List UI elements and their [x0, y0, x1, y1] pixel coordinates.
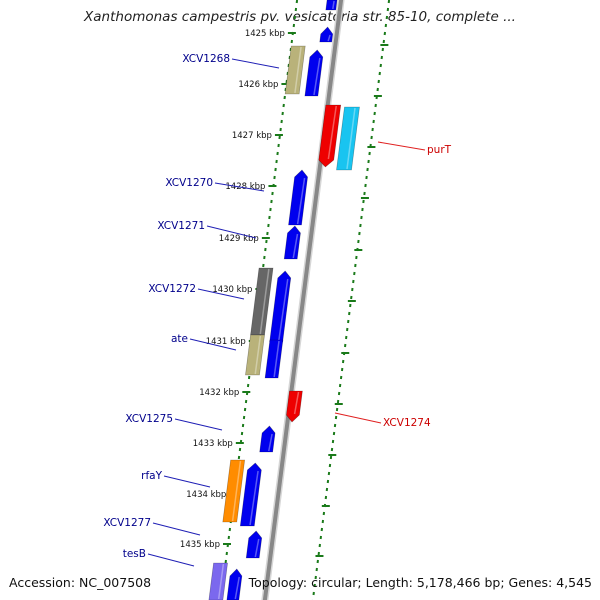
forward-gene-leader — [174, 418, 223, 431]
kbp-tick-label: 1430 kbp — [212, 285, 252, 295]
forward-gene-leader — [189, 338, 237, 351]
gene-feature-purple — [208, 562, 228, 600]
kbp-tick-label: 1431 kbp — [206, 337, 246, 347]
cds-feature-shine — [278, 278, 289, 342]
cds-feature-shine — [292, 233, 299, 259]
cds-feature — [288, 169, 308, 226]
gene-feature-orange — [222, 459, 246, 523]
backbone — [261, 0, 345, 600]
rna-feature-shine — [293, 391, 300, 415]
gene-feature-purple-shine — [217, 563, 225, 600]
forward-gene-label: tesB — [123, 548, 146, 560]
kbp-tick-label: 1432 kbp — [199, 388, 239, 398]
cds-feature — [325, 0, 338, 11]
kbp-tick-label: 1435 kbp — [180, 540, 220, 550]
labels: XCV1268 XCV1270 XCV1271 XCV1272 ate XCV1275 rf… — [103, 53, 452, 567]
kbp-tick-label: 1434 kbp — [186, 490, 226, 500]
gene-feature-khaki-shine — [254, 335, 262, 375]
forward-gene-leader — [214, 182, 265, 192]
accession-text: Accession: NC_007508 — [9, 575, 152, 590]
gene-feature-cyan — [336, 106, 360, 171]
cds-feature-shine — [234, 576, 240, 600]
forward-gene-leader — [147, 553, 195, 567]
forward-gene-label: XCV1268 — [182, 53, 230, 65]
gene-feature-orange-shine — [231, 460, 242, 522]
forward-gene-label: rfaY — [141, 470, 162, 482]
cds-feature-shine — [313, 57, 321, 96]
forward-gene-label: XCV1275 — [125, 413, 173, 425]
genes — [208, 0, 360, 600]
rna-feature — [318, 104, 342, 168]
reverse-gene-leader — [377, 141, 426, 151]
forward-gene-label: XCV1272 — [148, 283, 196, 295]
map-title: Xanthomonas campestris pv. vesicatoria s… — [84, 9, 516, 25]
reverse-gene-label: XCV1274 — [383, 417, 431, 429]
cds-feature-shine — [268, 433, 273, 452]
cds-feature-shine — [249, 470, 259, 526]
cds-feature — [245, 530, 263, 559]
gene-feature-khaki — [245, 334, 265, 376]
cds-feature — [226, 568, 243, 600]
kbp-tick-label: 1427 kbp — [232, 131, 272, 141]
kbp-tick-label: 1429 kbp — [219, 234, 259, 244]
cds-feature — [304, 49, 324, 97]
cds-feature — [259, 425, 276, 453]
cds-feature-shine — [254, 538, 260, 558]
kbp-tick-label: 1433 kbp — [193, 439, 233, 449]
forward-gene-leader — [206, 225, 257, 239]
forward-gene-label: XCV1271 — [157, 220, 205, 232]
forward-gene-label: ate — [171, 333, 188, 345]
forward-gene-label: XCV1270 — [165, 177, 213, 189]
backbone-line — [262, 0, 344, 600]
cds-feature — [239, 462, 262, 527]
rna-feature — [286, 390, 303, 423]
reverse-gene-label: purT — [427, 144, 452, 156]
kbp-tick-label: 1425 kbp — [245, 29, 285, 39]
forward-gene-label: XCV1277 — [103, 517, 151, 529]
cds-feature-shine — [273, 340, 280, 378]
gene-feature-cyan-shine — [346, 107, 356, 170]
rna-feature-shine — [327, 105, 337, 160]
forward-gene-leader — [152, 522, 201, 536]
cds-feature-shine — [332, 0, 335, 10]
forward-gene-leader — [231, 58, 280, 69]
topology-text: Topology: circular; Length: 5,178,466 bp… — [248, 575, 592, 590]
cds-feature-shine — [296, 177, 306, 225]
reverse-gene-leader — [334, 412, 382, 424]
forward-gene-leader — [197, 288, 245, 300]
cds-feature-shine — [327, 34, 331, 42]
gene-feature-gray-shine — [259, 268, 270, 335]
gene-feature-khaki-shine — [294, 46, 302, 94]
cds-feature — [283, 225, 301, 260]
cds-feature — [319, 26, 334, 43]
forward-gene-leader — [163, 475, 211, 488]
cds-feature — [264, 339, 284, 379]
gene-feature-khaki — [284, 45, 306, 95]
kbp-tick-label: 1426 kbp — [238, 80, 278, 90]
kbp-tick-label: 1428 kbp — [225, 182, 265, 192]
